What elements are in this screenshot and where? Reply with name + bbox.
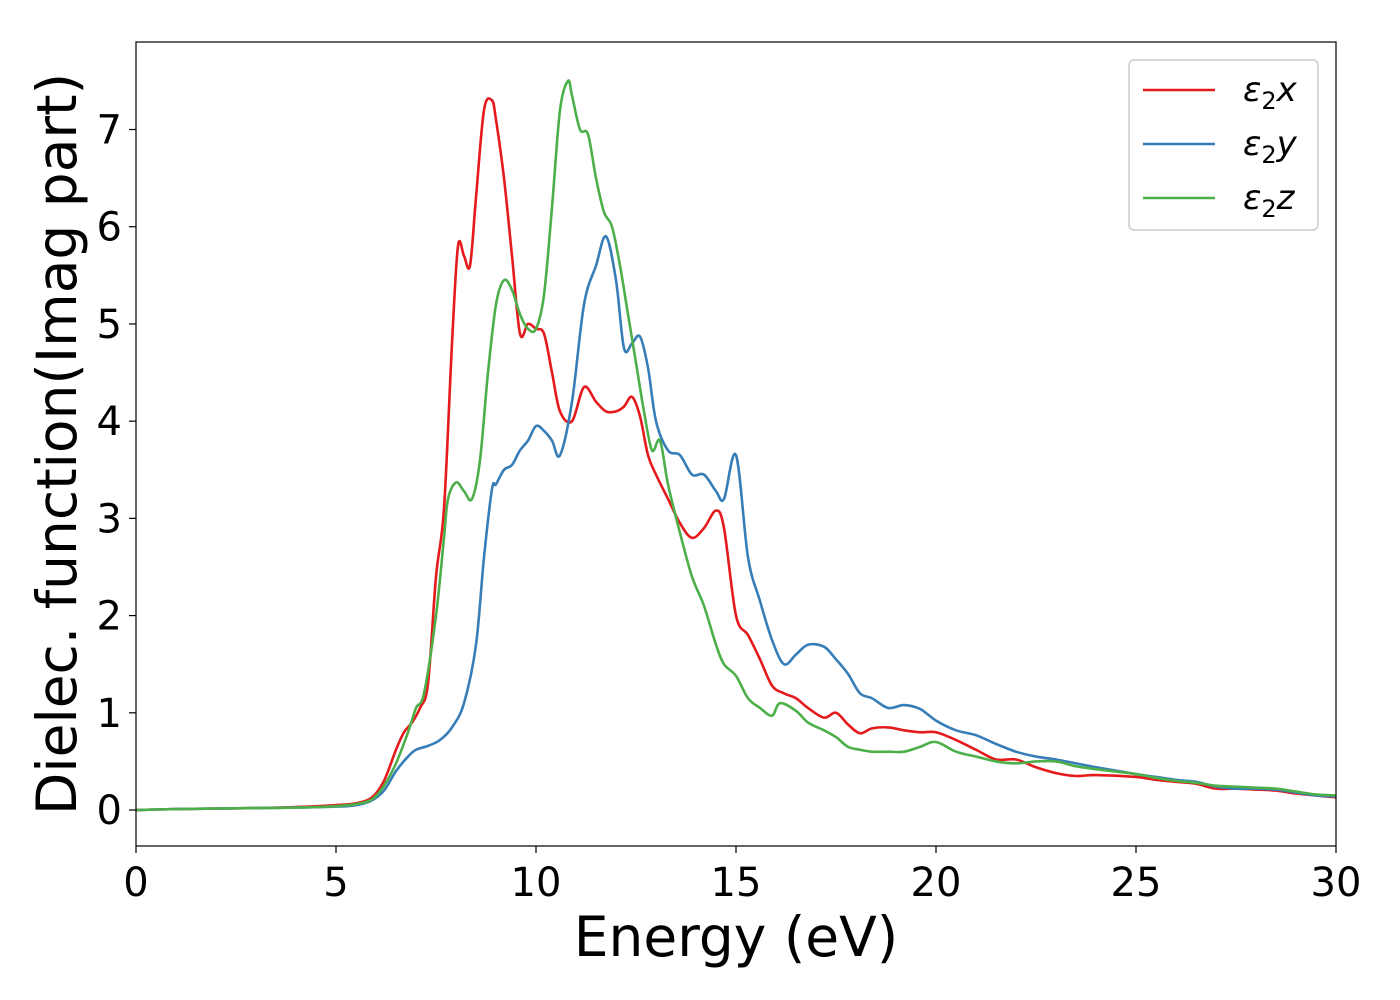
x-tick-label: 15	[711, 860, 762, 906]
x-axis-label: Energy (eV)	[574, 905, 898, 969]
legend: ε2x ε2y ε2z	[1128, 59, 1319, 231]
x-axis-ticks: 0 5 10 15 20 25 30	[123, 846, 1361, 906]
legend-label-z: ε2z	[1243, 178, 1296, 223]
x-tick-label: 20	[911, 860, 962, 906]
legend-label-y: ε2y	[1243, 124, 1298, 169]
y-tick-label: 2	[97, 594, 122, 640]
x-tick-label: 0	[123, 860, 148, 906]
y-tick-label: 6	[97, 205, 122, 251]
y-tick-label: 3	[97, 496, 122, 542]
y-tick-label: 5	[97, 302, 122, 348]
y-tick-label: 0	[97, 788, 122, 834]
x-tick-label: 5	[323, 860, 348, 906]
series-line-y	[136, 235, 1336, 812]
legend-label-x: ε2x	[1243, 70, 1298, 115]
legend-box	[1128, 59, 1319, 231]
y-tick-label: 1	[97, 691, 122, 737]
y-axis-ticks: 0 1 2 3 4 5 6 7	[97, 107, 136, 834]
x-tick-label: 10	[511, 860, 562, 906]
series-layer	[136, 79, 1336, 812]
series-line-x	[136, 97, 1336, 812]
x-tick-label: 30	[1311, 860, 1362, 906]
y-tick-label: 4	[97, 399, 122, 445]
y-tick-label: 7	[97, 107, 122, 153]
y-axis-label: Dielec. function(Imag part)	[25, 73, 89, 815]
series-line-z	[136, 79, 1336, 812]
x-tick-label: 25	[1111, 860, 1162, 906]
